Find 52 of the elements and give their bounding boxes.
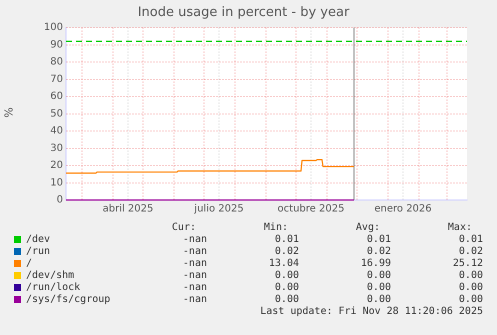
text: 0.02: [366, 246, 391, 258]
text: -nan: [182, 234, 207, 246]
legend-label: /sys/fs/cgroup: [26, 294, 110, 306]
legend-label: /dev/shm: [26, 270, 74, 282]
text: -nan: [182, 258, 207, 270]
text: 13.04: [268, 258, 299, 270]
text: 0.00: [366, 294, 391, 306]
y-tick-label: 30: [50, 142, 63, 154]
text: 0.01: [458, 234, 483, 246]
text: 0.02: [274, 246, 299, 258]
y-tick-label: 40: [50, 126, 63, 137]
text: Max:: [448, 222, 472, 234]
text: 0.02: [458, 246, 483, 258]
legend-label: /run: [26, 246, 50, 258]
y-tick-label: 90: [50, 39, 63, 50]
text: -nan: [182, 294, 207, 306]
chart-title: Inode usage in percent - by year: [138, 5, 350, 20]
legend-label: /run/lock: [26, 282, 80, 294]
legend-label: /dev: [26, 234, 50, 246]
text: Avg:: [356, 222, 380, 234]
y-tick-label: 100: [44, 22, 63, 34]
text: -nan: [182, 270, 207, 282]
y-tick-label: 60: [50, 91, 63, 102]
text: Last update: Fri Nov 28 11:20:06 2025: [260, 306, 483, 318]
text: 0.01: [274, 234, 299, 246]
text: -nan: [182, 282, 207, 294]
text: 0.01: [366, 234, 391, 246]
x-tick-label: enero 2026: [374, 204, 432, 215]
text: -nan: [182, 246, 207, 258]
text: 0.00: [274, 282, 299, 294]
text: 0.00: [458, 282, 483, 294]
y-tick-label: 70: [50, 74, 63, 85]
text: Min:: [264, 222, 288, 234]
text: Cur:: [172, 222, 196, 234]
y-axis-title: %: [2, 107, 16, 118]
y-tick-label: 10: [50, 177, 63, 188]
text: 0.00: [458, 270, 483, 282]
y-tick-label: 0: [56, 194, 63, 206]
x-tick-label: julio 2025: [193, 204, 244, 215]
x-tick-label: abril 2025: [102, 204, 154, 215]
text: 0.00: [274, 294, 299, 306]
y-tick-label: 20: [50, 160, 63, 172]
text: 0.00: [366, 270, 391, 282]
y-tick-label: 80: [50, 56, 63, 68]
text: 25.12: [452, 258, 483, 270]
text: 0.00: [458, 294, 483, 306]
x-tick-label: octubre 2025: [278, 204, 344, 215]
text: 16.99: [360, 258, 391, 270]
text: 0.00: [366, 282, 391, 294]
legend-label: /: [26, 258, 32, 270]
y-tick-label: 50: [50, 108, 63, 120]
text: 0.00: [274, 270, 299, 282]
